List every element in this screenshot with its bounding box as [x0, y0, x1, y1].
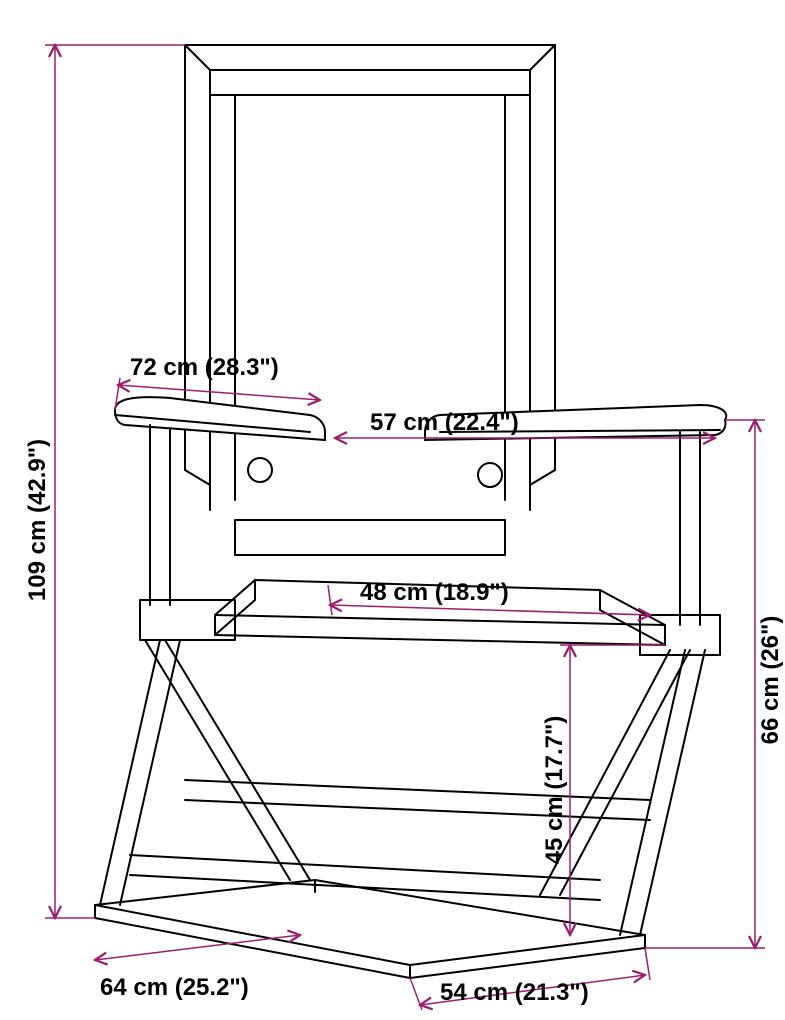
dim-total-height-label: 109 cm (42.9")	[24, 439, 51, 601]
dim-armrest-span-label: 72 cm (28.3")	[130, 354, 279, 381]
dim-width-label: 54 cm (21.3")	[440, 979, 589, 1006]
dim-armrest-height-label: 66 cm (26")	[757, 616, 784, 745]
dimensions: 109 cm (42.9") 66 cm (26") 45 cm (17.7")…	[24, 45, 784, 1010]
dim-depth-label: 64 cm (25.2")	[100, 974, 249, 1001]
chair-drawing	[95, 45, 726, 978]
dim-seat-height-label: 45 cm (17.7")	[541, 716, 568, 865]
dim-seat-inner-label: 57 cm (22.4")	[370, 409, 519, 436]
chair-dimension-diagram: 109 cm (42.9") 66 cm (26") 45 cm (17.7")…	[0, 0, 785, 1020]
dim-depth-line	[95, 935, 300, 960]
dim-seat-pan-label: 48 cm (18.9")	[360, 579, 509, 606]
